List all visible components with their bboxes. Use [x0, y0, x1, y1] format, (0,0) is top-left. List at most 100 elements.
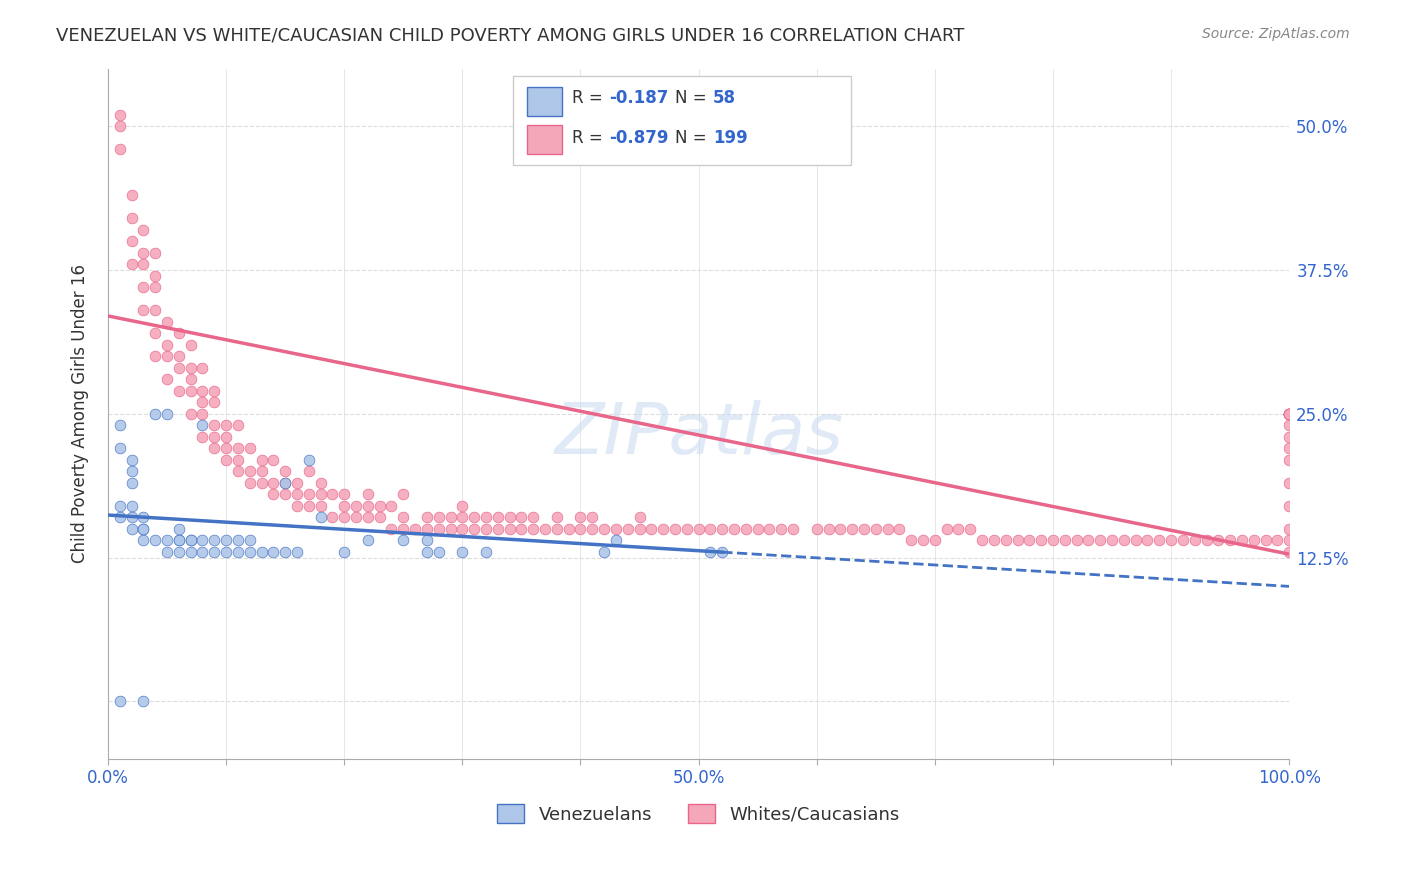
Point: [380, 499, 402, 513]
Point: [156, 407, 179, 421]
Point: [853, 522, 876, 536]
Point: [498, 522, 520, 536]
Point: [274, 464, 297, 478]
Point: [309, 499, 332, 513]
Point: [309, 510, 332, 524]
Point: [132, 280, 155, 294]
Point: [357, 533, 380, 548]
Point: [1278, 407, 1301, 421]
Point: [143, 349, 166, 363]
Point: [167, 533, 190, 548]
Point: [215, 545, 238, 559]
Point: [688, 522, 710, 536]
Point: [167, 384, 190, 398]
Point: [1278, 475, 1301, 490]
Point: [215, 442, 238, 456]
Point: [723, 522, 745, 536]
Point: [569, 522, 592, 536]
Point: [1066, 533, 1088, 548]
Point: [1090, 533, 1112, 548]
Point: [1018, 533, 1040, 548]
Point: [239, 533, 262, 548]
Point: [121, 499, 143, 513]
Point: [285, 487, 308, 501]
Point: [1267, 533, 1289, 548]
Point: [1278, 407, 1301, 421]
Text: Source: ZipAtlas.com: Source: ZipAtlas.com: [1202, 27, 1350, 41]
Point: [108, 499, 131, 513]
Point: [132, 522, 155, 536]
Point: [948, 522, 970, 536]
Text: R =: R =: [572, 129, 609, 147]
Point: [392, 510, 415, 524]
Point: [427, 522, 450, 536]
Point: [108, 142, 131, 156]
Point: [202, 442, 225, 456]
Point: [628, 522, 651, 536]
Point: [143, 268, 166, 283]
Point: [841, 522, 863, 536]
Point: [1278, 407, 1301, 421]
Point: [1278, 442, 1301, 456]
Point: [262, 487, 284, 501]
Point: [239, 475, 262, 490]
Point: [298, 464, 321, 478]
Point: [924, 533, 946, 548]
Text: ZIPatlas: ZIPatlas: [554, 400, 844, 469]
Point: [298, 487, 321, 501]
Point: [498, 510, 520, 524]
Point: [156, 545, 179, 559]
Point: [156, 337, 179, 351]
Point: [344, 499, 367, 513]
Point: [806, 522, 828, 536]
Point: [226, 464, 249, 478]
Point: [180, 545, 202, 559]
Point: [108, 418, 131, 433]
Point: [1243, 533, 1265, 548]
Point: [321, 510, 343, 524]
Point: [121, 475, 143, 490]
Point: [605, 522, 627, 536]
Point: [1160, 533, 1182, 548]
Point: [357, 499, 380, 513]
Point: [132, 694, 155, 708]
Point: [439, 510, 461, 524]
Point: [262, 545, 284, 559]
Point: [475, 545, 498, 559]
Point: [581, 510, 603, 524]
Point: [486, 522, 509, 536]
Point: [226, 442, 249, 456]
Point: [132, 303, 155, 318]
Point: [180, 337, 202, 351]
Point: [652, 522, 675, 536]
Point: [510, 522, 533, 536]
Point: [167, 349, 190, 363]
Point: [121, 452, 143, 467]
Text: N =: N =: [675, 89, 711, 107]
Point: [215, 418, 238, 433]
Point: [250, 452, 273, 467]
Point: [180, 407, 202, 421]
Point: [202, 418, 225, 433]
Point: [121, 257, 143, 271]
Point: [285, 545, 308, 559]
Point: [368, 499, 391, 513]
Point: [180, 360, 202, 375]
Point: [1042, 533, 1064, 548]
Point: [167, 326, 190, 341]
Point: [121, 510, 143, 524]
Point: [250, 475, 273, 490]
Point: [404, 522, 426, 536]
Point: [416, 510, 439, 524]
Point: [1278, 407, 1301, 421]
Point: [569, 510, 592, 524]
Point: [191, 360, 214, 375]
Point: [392, 522, 415, 536]
Point: [817, 522, 839, 536]
Point: [180, 533, 202, 548]
Point: [156, 349, 179, 363]
Point: [108, 119, 131, 133]
Point: [758, 522, 780, 536]
Point: [640, 522, 662, 536]
Point: [108, 510, 131, 524]
